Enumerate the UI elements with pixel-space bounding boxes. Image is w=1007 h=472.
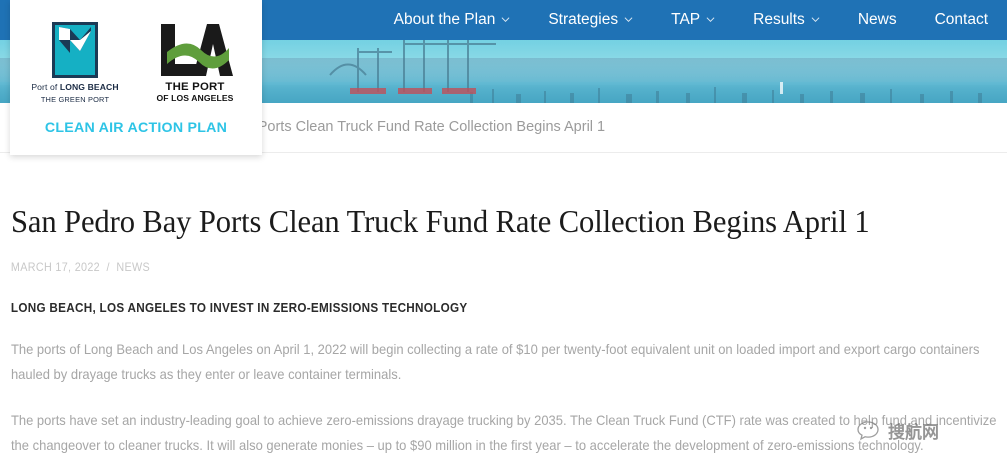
long-beach-tagline: THE GREEN PORT — [40, 94, 110, 104]
article: San Pedro Bay Ports Clean Truck Fund Rat… — [10, 152, 997, 458]
clean-air-action-plan-title: CLEAN AIR ACTION PLAN — [44, 120, 228, 136]
hero-cranes-silhouette — [329, 40, 496, 94]
nav-item-label: Strategies — [548, 11, 619, 28]
chevron-down-icon — [624, 15, 633, 24]
primary-navigation: About the Plan Strategies TAP Results News Co… — [375, 0, 1007, 40]
article-paragraph: The ports of Long Beach and Los Angeles … — [10, 342, 980, 383]
meta-separator: / — [106, 261, 110, 275]
long-beach-check-glyph — [59, 27, 91, 53]
watermark: 搜航网 — [857, 418, 939, 443]
nav-item-strategies[interactable]: Strategies — [529, 0, 652, 40]
article-date: MARCH 17, 2022 — [10, 261, 100, 275]
nav-item-news[interactable]: News — [839, 0, 916, 40]
chevron-down-icon — [811, 15, 820, 24]
long-beach-shield-icon — [52, 22, 98, 78]
la-monogram-icon — [157, 22, 233, 78]
article-deck: LONG BEACH, LOS ANGELES TO INVEST IN ZER… — [10, 301, 468, 316]
long-beach-wordmark: Port of LONG BEACH — [31, 82, 119, 92]
article-paragraph: The ports have set an industry-leading g… — [10, 413, 997, 454]
nav-item-about-the-plan[interactable]: About the Plan — [375, 0, 530, 40]
site-logo-card[interactable]: Port of LONG BEACH THE GREEN PORT THE PO… — [10, 0, 262, 155]
breadcrumb: Pedro Bay Ports Clean Truck Fund Rate Co… — [186, 119, 606, 135]
port-of-long-beach-logo[interactable]: Port of LONG BEACH THE GREEN PORT — [29, 22, 121, 104]
nav-item-results[interactable]: Results — [734, 0, 839, 40]
watermark-text: 搜航网 — [888, 423, 939, 443]
nav-item-contact[interactable]: Contact — [916, 0, 1007, 40]
nav-item-label: About the Plan — [393, 11, 496, 28]
article-category[interactable]: NEWS — [116, 261, 150, 275]
la-wordmark-sub: OF LOS ANGELES — [156, 92, 234, 103]
nav-item-label: Results — [753, 11, 805, 28]
logo-row: Port of LONG BEACH THE GREEN PORT THE PO… — [10, 22, 262, 110]
port-of-los-angeles-logo[interactable]: THE PORT OF LOS ANGELES — [147, 22, 243, 103]
chevron-down-icon — [706, 15, 715, 24]
nav-item-label: TAP — [671, 11, 701, 28]
la-wordmark: THE PORT — [165, 81, 225, 93]
nav-item-label: Contact — [934, 11, 988, 28]
article-meta: MARCH 17, 2022 / NEWS — [10, 239, 928, 274]
page-title: San Pedro Bay Ports Clean Truck Fund Rat… — [10, 203, 870, 239]
nav-item-tap[interactable]: TAP — [652, 0, 734, 40]
wechat-bubble-glyph — [857, 420, 879, 440]
chevron-down-icon — [501, 15, 510, 24]
wechat-bubble-icon — [857, 420, 883, 442]
la-monogram-glyph — [161, 24, 233, 76]
nav-item-label: News — [857, 11, 897, 28]
